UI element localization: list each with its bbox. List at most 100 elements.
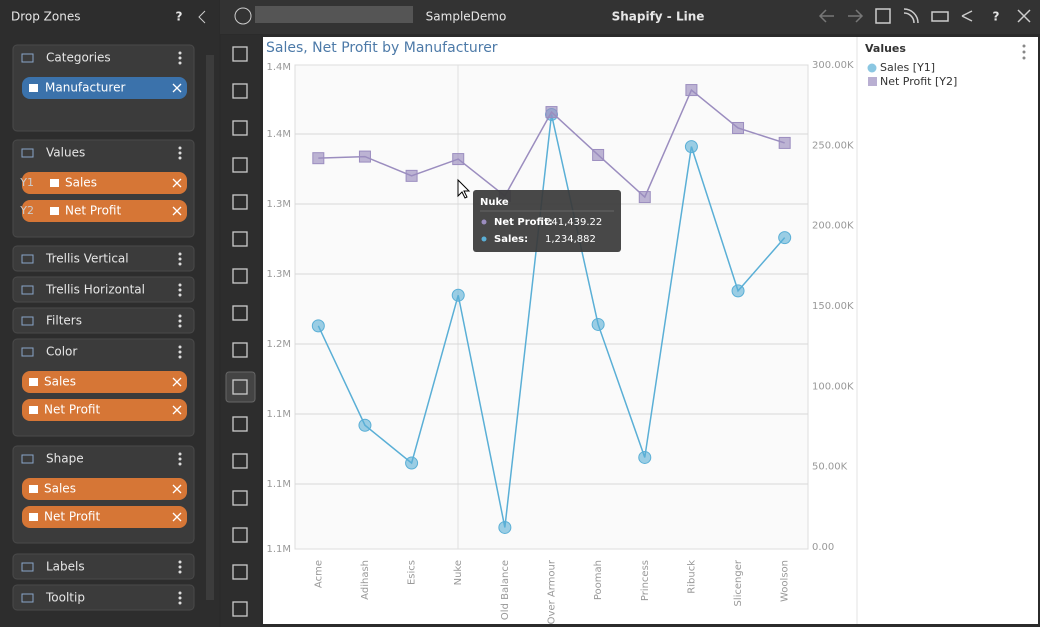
toolbar (221, 35, 261, 627)
zone-menu-dot[interactable] (178, 257, 182, 261)
point[interactable] (778, 136, 791, 149)
point[interactable] (731, 284, 745, 298)
tool-icon[interactable] (232, 601, 248, 617)
field-pill[interactable] (22, 478, 187, 500)
zone-menu-dot[interactable] (178, 457, 182, 461)
tooltip-dot (481, 236, 487, 242)
tool-icon[interactable] (232, 268, 248, 284)
zone-menu-dot[interactable] (178, 591, 182, 595)
zone-menu-dot[interactable] (178, 314, 182, 318)
zone-menu-dot[interactable] (178, 146, 182, 150)
field-pill[interactable] (22, 371, 187, 393)
point[interactable] (358, 150, 371, 163)
field-pill[interactable] (22, 506, 187, 528)
zone-menu-dot[interactable] (178, 151, 182, 155)
tool-icon[interactable] (232, 527, 248, 543)
field-pill[interactable] (22, 200, 187, 222)
zone-menu-dot[interactable] (178, 56, 182, 60)
top-help[interactable]: ? (993, 10, 1000, 24)
zone-menu-dot[interactable] (178, 601, 182, 605)
point[interactable] (405, 169, 418, 182)
collapse-icon[interactable] (198, 10, 206, 24)
zone-menu-dot[interactable] (178, 345, 182, 349)
point[interactable] (778, 231, 792, 245)
remove-icon[interactable] (172, 83, 182, 93)
print-icon[interactable] (931, 11, 949, 22)
zone-menu-dot[interactable] (178, 560, 182, 564)
point[interactable] (545, 106, 558, 119)
zone-menu-dot[interactable] (178, 565, 182, 569)
point[interactable] (312, 152, 325, 165)
zone-menu-dot[interactable] (178, 262, 182, 266)
field-pill[interactable] (22, 399, 187, 421)
info-icon[interactable] (234, 7, 252, 25)
remove-icon[interactable] (172, 484, 182, 494)
point[interactable] (451, 288, 465, 302)
tool-icon[interactable] (232, 564, 248, 580)
point[interactable] (592, 148, 605, 161)
point[interactable] (638, 191, 651, 204)
remove-icon[interactable] (172, 206, 182, 216)
legend-menu[interactable] (1022, 44, 1026, 60)
zone-menu-dot[interactable] (178, 283, 182, 287)
tool-icon[interactable] (232, 416, 248, 432)
scrollbar[interactable] (206, 55, 214, 600)
remove-icon[interactable] (172, 512, 182, 522)
point[interactable] (591, 317, 605, 331)
zone-menu-dot[interactable] (178, 252, 182, 256)
back-icon[interactable] (818, 9, 834, 23)
cursor (457, 178, 471, 199)
tool-icon[interactable] (232, 157, 248, 173)
point[interactable] (405, 456, 419, 470)
tool-icon[interactable] (232, 379, 248, 395)
forward-icon[interactable] (848, 9, 864, 23)
tool-icon[interactable] (232, 453, 248, 469)
zone-menu-dot[interactable] (178, 156, 182, 160)
field-pill[interactable] (22, 77, 187, 99)
remove-icon[interactable] (172, 178, 182, 188)
tool-icon[interactable] (232, 194, 248, 210)
zone-menu-dot[interactable] (178, 350, 182, 354)
zone-menu-dot[interactable] (178, 462, 182, 466)
zone-menu-dot[interactable] (178, 51, 182, 55)
zone-menu-dot[interactable] (178, 324, 182, 328)
zone-menu-dot[interactable] (178, 596, 182, 600)
tool-icon[interactable] (232, 342, 248, 358)
zone-menu-dot[interactable] (178, 293, 182, 297)
y-tick-label: 1.4M (266, 129, 291, 140)
zone-menu-dot[interactable] (178, 61, 182, 65)
plot-area (294, 64, 809, 550)
x-tick-label: Ribuck (686, 560, 697, 594)
field-pill[interactable] (22, 172, 187, 194)
remove-icon[interactable] (172, 405, 182, 415)
tool-icon[interactable] (232, 46, 248, 62)
x-tick-label: Nuke (453, 560, 464, 585)
point[interactable] (684, 140, 698, 154)
tool-icon[interactable] (232, 231, 248, 247)
point[interactable] (685, 84, 698, 97)
zone-menu-dot[interactable] (178, 355, 182, 359)
point[interactable] (498, 520, 512, 534)
tool-icon[interactable] (232, 120, 248, 136)
point[interactable] (311, 319, 325, 333)
zone-menu-dot[interactable] (178, 570, 182, 574)
close-icon[interactable] (1017, 9, 1031, 23)
point[interactable] (452, 153, 465, 166)
point[interactable] (638, 450, 652, 464)
point[interactable] (732, 121, 745, 134)
zone-menu-dot[interactable] (178, 319, 182, 323)
zone-menu-dot[interactable] (178, 288, 182, 292)
save-icon[interactable] (875, 8, 891, 24)
panel-help[interactable]: ? (176, 10, 183, 24)
tool-icon[interactable] (232, 490, 248, 506)
tool-icon[interactable] (232, 83, 248, 99)
share-icon[interactable] (961, 10, 973, 22)
point[interactable] (358, 418, 372, 432)
tool-icon[interactable] (232, 305, 248, 321)
remove-icon[interactable] (172, 377, 182, 387)
x-tick-label: Woolson (780, 560, 791, 602)
zone-icon (21, 148, 34, 158)
redacted-block (255, 6, 413, 23)
legend-swatch (867, 63, 877, 73)
zone-menu-dot[interactable] (178, 452, 182, 456)
